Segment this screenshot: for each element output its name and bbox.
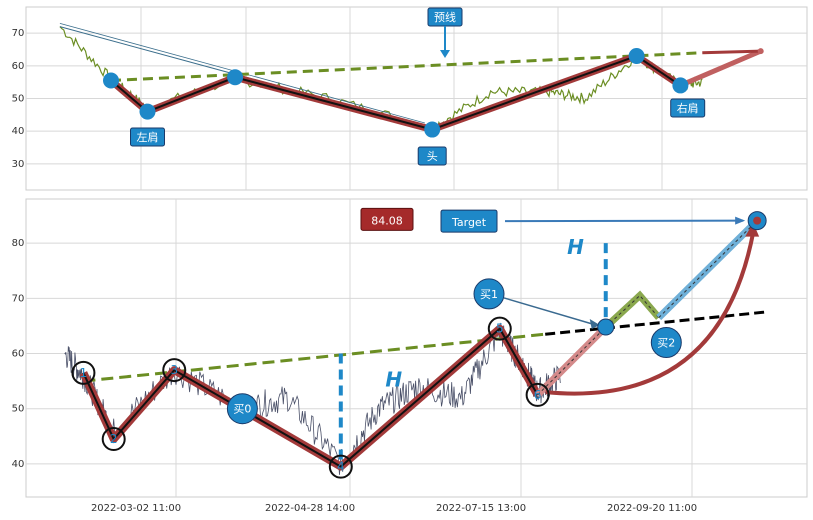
height-label-right: H	[567, 235, 584, 259]
top-pattern-dot	[103, 72, 119, 89]
top-target-dot	[757, 48, 764, 55]
bottom-xtick-label: 2022-03-02 11:00	[91, 503, 181, 514]
top-pattern-dot	[139, 103, 156, 120]
target-label-box	[440, 209, 498, 233]
buy0-marker	[226, 393, 258, 425]
left-shoulder-label: 左肩	[137, 130, 159, 144]
point-marker-2	[101, 427, 126, 452]
bottom-xtick-label: 2022-07-15 13:00	[436, 503, 526, 514]
bottom-xtick-label: 2022-09-20 11:00	[607, 503, 697, 514]
bottom-ytick-label: 70	[12, 293, 25, 304]
top-pattern-dot	[628, 48, 645, 65]
point-label-4: 4	[337, 460, 345, 474]
point-label-3: 3	[170, 363, 178, 377]
buy2-marker	[650, 326, 682, 358]
point-label-5: 5	[496, 322, 504, 336]
target-label: Target	[451, 216, 487, 229]
neckline-label: 预线	[434, 10, 456, 24]
bottom-ytick-label: 60	[12, 349, 25, 360]
head-label-box	[417, 146, 447, 166]
point-marker-4	[328, 454, 353, 479]
buy1-arrow	[503, 297, 596, 326]
buy1-point	[597, 318, 615, 336]
point-marker-6	[525, 382, 550, 407]
left-shoulder-label-box	[130, 127, 165, 147]
top-ytick-label: 30	[12, 159, 25, 170]
right-shoulder-label: 右肩	[677, 101, 699, 115]
point-label-1: 1	[80, 366, 88, 380]
top-ytick-label: 40	[12, 126, 25, 137]
buy1-arrowhead	[589, 319, 600, 330]
top-pattern-dot	[424, 121, 441, 138]
bottom-plot-layer: H H Target 84.08 1 2 3 4 5 6 买0 买1 买2	[64, 207, 767, 479]
buy1-label: 买1	[480, 288, 498, 301]
projection-curve	[545, 232, 756, 396]
neckline-arrowhead	[440, 50, 450, 58]
top-y-axis: 30 40 50 60 70	[12, 28, 25, 170]
buy1-marker	[473, 278, 505, 310]
top-neckline	[110, 51, 703, 83]
height-label-left: H	[385, 368, 402, 392]
top-plot-layer: 左肩头 右肩 预线	[59, 7, 764, 166]
bottom-neckline	[83, 332, 546, 383]
bottom-x-axis: 2022-03-02 11:00 2022-04-28 14:00 2022-07-…	[91, 503, 697, 514]
price-badge: 84.08	[371, 214, 403, 227]
point-label-2: 2	[110, 432, 118, 446]
top-ytick-label: 50	[12, 94, 25, 105]
target-dot-core	[753, 216, 762, 225]
top-pattern-dot	[672, 77, 689, 94]
bottom-pattern-line	[82, 327, 539, 468]
top-projection	[679, 48, 762, 88]
top-ytick-label: 60	[12, 61, 25, 72]
point-marker-1	[71, 360, 96, 385]
head-label: 头	[427, 150, 438, 163]
target-arrowhead	[735, 216, 746, 225]
pullback-segment	[603, 290, 662, 330]
breakout-segment-core	[537, 326, 607, 396]
bottom-xtick-label: 2022-04-28 14:00	[265, 503, 355, 514]
point-label-6: 6	[534, 388, 542, 402]
buy0-label: 买0	[233, 403, 251, 416]
target-segment-core	[658, 220, 758, 319]
buy2-label: 买2	[657, 336, 675, 349]
bottom-ytick-label: 80	[12, 238, 25, 249]
point-marker-3	[162, 358, 187, 383]
bottom-ytick-label: 40	[12, 459, 25, 470]
top-ytick-label: 70	[12, 28, 25, 39]
price-badge-box	[360, 207, 414, 231]
bottom-ytick-label: 50	[12, 404, 25, 415]
point-marker-5	[487, 316, 512, 341]
right-shoulder-label-box	[670, 98, 706, 118]
projection-arrowhead	[745, 222, 760, 237]
bottom-y-axis: 40 50 60 70 80	[12, 238, 25, 470]
bottom-neckline-extension	[545, 310, 765, 336]
top-neck-extension	[702, 49, 761, 55]
top-pattern-dot	[227, 69, 244, 86]
